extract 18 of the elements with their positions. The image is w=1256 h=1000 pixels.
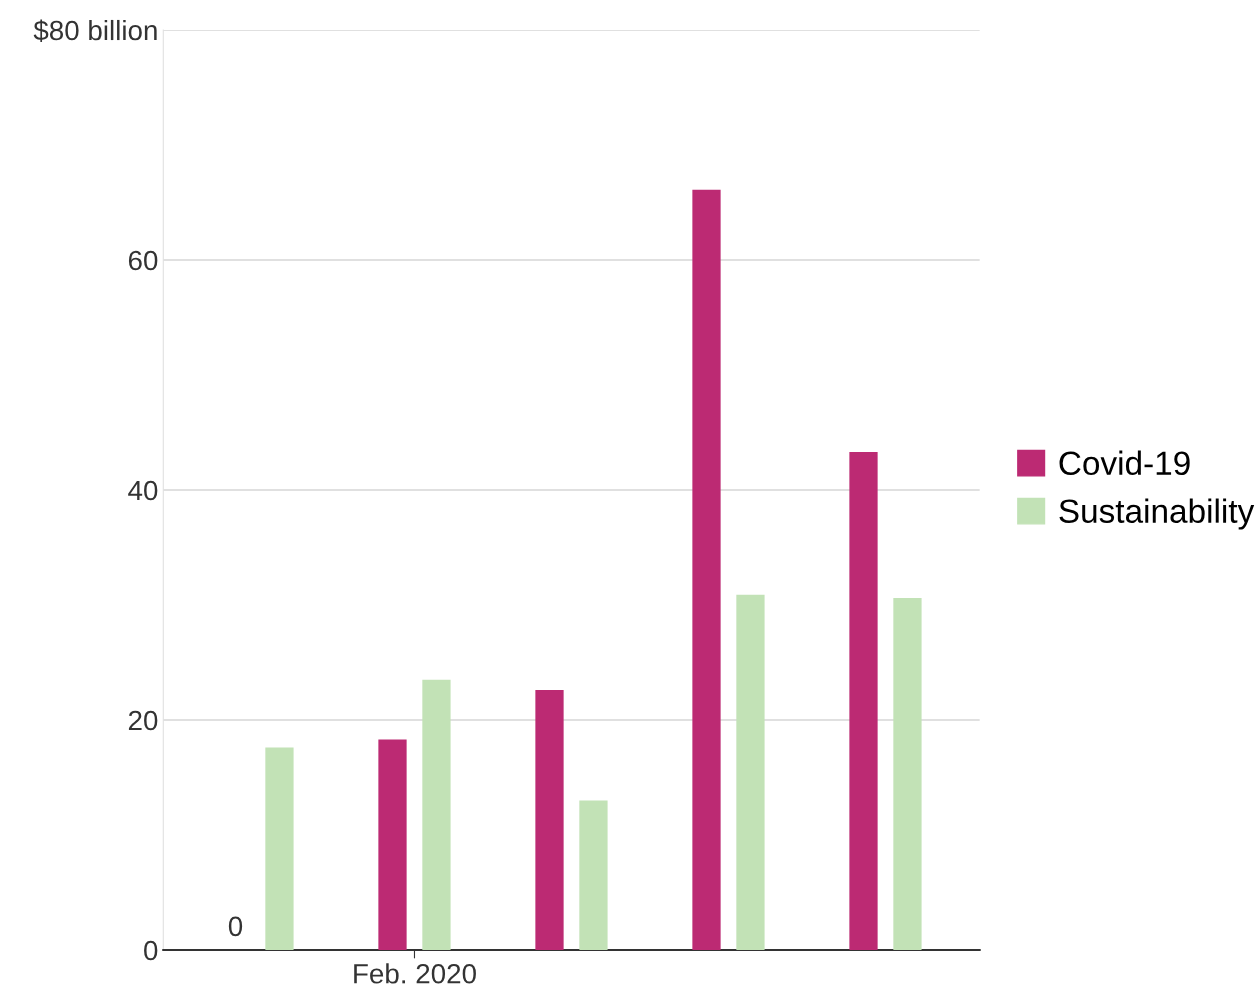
bar <box>849 452 878 950</box>
y-tick-label: 0 <box>144 940 158 961</box>
data-label: 0 <box>228 916 243 937</box>
bar <box>535 690 564 950</box>
bar <box>579 800 608 950</box>
x-tick-label: Feb. 2020 <box>354 963 476 984</box>
legend-label: Sustainability <box>1059 498 1255 530</box>
bar <box>378 739 407 950</box>
bar <box>893 598 922 950</box>
legend-label: Covid-19 <box>1059 450 1190 476</box>
bar <box>265 747 294 950</box>
y-tick-label: 40 <box>128 480 158 501</box>
bar <box>422 679 451 950</box>
y-tick-label: 20 <box>128 710 158 731</box>
bar <box>736 594 765 950</box>
y-tick-label: 60 <box>128 250 158 271</box>
y-tick-label: $80 billion <box>33 19 157 42</box>
bar <box>692 189 721 950</box>
